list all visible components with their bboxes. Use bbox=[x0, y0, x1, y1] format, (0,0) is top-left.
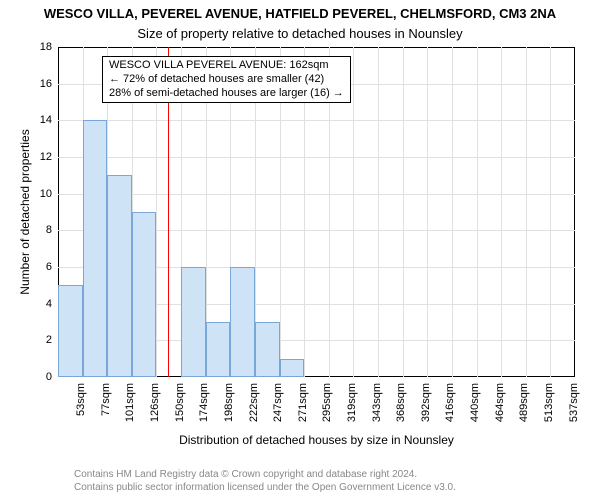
histogram-bar bbox=[83, 120, 108, 377]
x-tick-label: 126sqm bbox=[149, 383, 161, 422]
y-tick-label: 18 bbox=[30, 41, 52, 53]
histogram-bar bbox=[280, 359, 305, 377]
x-tick-label: 150sqm bbox=[174, 383, 186, 422]
y-tick-label: 14 bbox=[30, 114, 52, 126]
x-tick-label: 392sqm bbox=[420, 383, 432, 422]
x-tick-label: 295sqm bbox=[322, 383, 334, 422]
x-tick-label: 513sqm bbox=[543, 383, 555, 422]
x-tick-label: 222sqm bbox=[248, 383, 260, 422]
histogram-bar bbox=[255, 322, 280, 377]
x-tick-label: 101sqm bbox=[125, 383, 137, 422]
y-tick-label: 12 bbox=[30, 151, 52, 163]
x-tick-label: 416sqm bbox=[445, 383, 457, 422]
y-tick-label: 10 bbox=[30, 188, 52, 200]
page-title: WESCO VILLA, PEVEREL AVENUE, HATFIELD PE… bbox=[0, 6, 600, 21]
credit-line: Contains public sector information licen… bbox=[74, 481, 456, 494]
legend-line: WESCO VILLA PEVEREL AVENUE: 162sqm bbox=[109, 59, 344, 73]
legend-line: ← 72% of detached houses are smaller (42… bbox=[109, 73, 344, 87]
x-tick-label: 77sqm bbox=[100, 383, 112, 416]
histogram-bar bbox=[132, 212, 157, 377]
histogram-bar bbox=[107, 175, 132, 377]
x-tick-label: 489sqm bbox=[518, 383, 530, 422]
x-tick-label: 198sqm bbox=[223, 383, 235, 422]
x-tick-label: 343sqm bbox=[371, 383, 383, 422]
x-tick-label: 271sqm bbox=[297, 383, 309, 422]
x-tick-label: 319sqm bbox=[346, 383, 358, 422]
y-tick-label: 6 bbox=[30, 261, 52, 273]
x-tick-label: 368sqm bbox=[395, 383, 407, 422]
y-tick-label: 8 bbox=[30, 224, 52, 236]
x-tick-label: 537sqm bbox=[568, 383, 580, 422]
x-tick-label: 247sqm bbox=[272, 383, 284, 422]
x-tick-label: 464sqm bbox=[494, 383, 506, 422]
x-tick-label: 440sqm bbox=[469, 383, 481, 422]
histogram-bar bbox=[58, 285, 83, 377]
y-tick-label: 4 bbox=[30, 298, 52, 310]
y-tick-label: 0 bbox=[30, 371, 52, 383]
x-axis-label: Distribution of detached houses by size … bbox=[58, 433, 575, 447]
histogram-bar bbox=[181, 267, 206, 377]
reference-line-legend: WESCO VILLA PEVEREL AVENUE: 162sqm ← 72%… bbox=[102, 56, 351, 103]
data-credit: Contains HM Land Registry data © Crown c… bbox=[74, 468, 456, 494]
page-subtitle: Size of property relative to detached ho… bbox=[0, 26, 600, 41]
legend-line: 28% of semi-detached houses are larger (… bbox=[109, 87, 344, 101]
credit-line: Contains HM Land Registry data © Crown c… bbox=[74, 468, 456, 481]
x-tick-label: 53sqm bbox=[75, 383, 87, 416]
y-tick-label: 16 bbox=[30, 78, 52, 90]
x-tick-label: 174sqm bbox=[198, 383, 210, 422]
y-tick-label: 2 bbox=[30, 334, 52, 346]
histogram-bar bbox=[206, 322, 231, 377]
histogram-bar bbox=[230, 267, 255, 377]
